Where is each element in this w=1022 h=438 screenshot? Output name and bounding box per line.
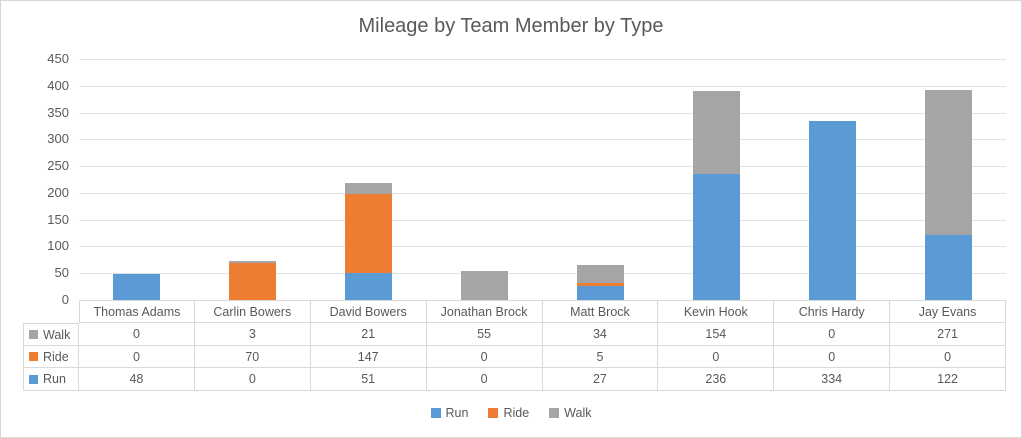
bar-segment-run-kevin-hook[interactable] bbox=[692, 173, 740, 300]
category-header-chris-hardy: Chris Hardy bbox=[774, 300, 891, 323]
row-label-run: Run bbox=[23, 368, 79, 391]
bar-segment-run-matt-brock[interactable] bbox=[576, 285, 624, 300]
bar-segment-run-jay-evans[interactable] bbox=[924, 234, 972, 300]
table-cell-ride-matt-brock: 5 bbox=[542, 346, 659, 368]
table-cell-walk-carlin-bowers: 3 bbox=[194, 323, 311, 346]
y-axis-tick-label: 150 bbox=[47, 211, 69, 227]
row-label-walk: Walk bbox=[23, 323, 79, 346]
table-cell-ride-jay-evans: 0 bbox=[890, 346, 1006, 368]
table-cell-walk-matt-brock: 34 bbox=[542, 323, 659, 346]
gridline-450 bbox=[79, 59, 1006, 60]
bar-segment-walk-matt-brock[interactable] bbox=[576, 264, 624, 283]
gridline-150 bbox=[79, 219, 1006, 221]
category-header-david-bowers: David Bowers bbox=[310, 300, 427, 323]
legend: Run Ride Walk bbox=[1, 406, 1021, 420]
category-header-jonathan-brock: Jonathan Brock bbox=[426, 300, 543, 323]
category-header-thomas-adams: Thomas Adams bbox=[79, 300, 195, 323]
category-header-kevin-hook: Kevin Hook bbox=[658, 300, 775, 323]
y-axis-tick-label: 50 bbox=[54, 265, 69, 281]
bar-segment-ride-carlin-bowers[interactable] bbox=[229, 262, 277, 300]
row-label-ride: Ride bbox=[23, 346, 79, 368]
gridline-200 bbox=[79, 192, 1006, 194]
gridline-400 bbox=[79, 85, 1006, 87]
table-cell-walk-david-bowers: 21 bbox=[310, 323, 427, 346]
category-header-jay-evans: Jay Evans bbox=[890, 300, 1006, 323]
table-cell-walk-jonathan-brock: 55 bbox=[426, 323, 543, 346]
legend-item-run[interactable]: Run bbox=[430, 406, 469, 420]
legend-walk-swatch-icon bbox=[549, 408, 560, 418]
plot-area bbox=[79, 59, 1006, 300]
legend-label: Ride bbox=[503, 406, 530, 420]
table-cell-walk-chris-hardy: 0 bbox=[774, 323, 891, 346]
table-cell-ride-carlin-bowers: 70 bbox=[194, 346, 311, 368]
table-cell-ride-jonathan-brock: 0 bbox=[426, 346, 543, 368]
bar-segment-ride-david-bowers[interactable] bbox=[345, 193, 393, 273]
y-axis-tick-label: 0 bbox=[61, 292, 69, 307]
legend-item-walk[interactable]: Walk bbox=[549, 406, 591, 420]
y-axis-tick-label: 300 bbox=[47, 131, 69, 147]
bar-segment-run-thomas-adams[interactable] bbox=[113, 274, 161, 300]
table-cell-ride-kevin-hook: 0 bbox=[658, 346, 775, 368]
table-cell-ride-david-bowers: 147 bbox=[310, 346, 427, 368]
bar-segment-walk-david-bowers[interactable] bbox=[345, 182, 393, 194]
y-axis-tick-label: 250 bbox=[47, 158, 69, 174]
legend-item-ride[interactable]: Ride bbox=[488, 406, 529, 420]
chart-title[interactable]: Mileage by Team Member by Type bbox=[358, 15, 664, 37]
y-axis-tick-label: 450 bbox=[47, 51, 69, 66]
table-cell-run-matt-brock: 27 bbox=[542, 368, 659, 391]
bar-segment-ride-matt-brock[interactable] bbox=[576, 282, 624, 286]
bar-segment-walk-jonathan-brock[interactable] bbox=[461, 270, 509, 300]
bar-segment-walk-jay-evans[interactable] bbox=[924, 89, 972, 235]
gridline-100 bbox=[79, 246, 1006, 248]
table-cell-ride-chris-hardy: 0 bbox=[774, 346, 891, 368]
table-cell-run-david-bowers: 51 bbox=[310, 368, 427, 391]
gridline-50 bbox=[79, 273, 1006, 275]
gridline-250 bbox=[79, 166, 1006, 168]
y-axis-tick-label: 350 bbox=[47, 104, 69, 120]
y-axis-tick-label: 100 bbox=[47, 238, 69, 254]
category-header-matt-brock: Matt Brock bbox=[542, 300, 659, 323]
bar-segment-walk-kevin-hook[interactable] bbox=[692, 91, 740, 174]
legend-label: Run bbox=[445, 406, 469, 420]
table-cell-walk-kevin-hook: 154 bbox=[658, 323, 775, 346]
gridline-350 bbox=[79, 112, 1006, 114]
data-table: Thomas Adams Carlin Bowers David Bowers Jon… bbox=[23, 300, 1006, 391]
ride-swatch-icon bbox=[29, 352, 38, 361]
table-cell-run-chris-hardy: 334 bbox=[774, 368, 891, 391]
table-cell-run-jay-evans: 122 bbox=[890, 368, 1006, 391]
category-header-carlin-bowers: Carlin Bowers bbox=[194, 300, 311, 323]
run-swatch-icon bbox=[29, 374, 38, 384]
legend-ride-swatch-icon bbox=[488, 408, 499, 418]
legend-run-swatch-icon bbox=[430, 408, 441, 418]
table-corner-cell bbox=[23, 300, 79, 323]
table-cell-run-kevin-hook: 236 bbox=[658, 368, 775, 391]
row-label-text: Walk bbox=[43, 327, 71, 342]
bar-segment-run-chris-hardy[interactable] bbox=[808, 121, 856, 300]
bar-segment-walk-carlin-bowers[interactable] bbox=[229, 260, 277, 263]
table-cell-run-carlin-bowers: 0 bbox=[194, 368, 311, 391]
legend-label: Walk bbox=[564, 406, 592, 420]
y-axis-tick-label: 200 bbox=[47, 184, 69, 200]
walk-swatch-icon bbox=[29, 330, 38, 339]
row-label-text: Ride bbox=[43, 349, 69, 364]
gridline-300 bbox=[79, 139, 1006, 141]
y-axis-tick-label: 400 bbox=[47, 77, 69, 93]
table-cell-ride-thomas-adams: 0 bbox=[79, 346, 195, 368]
row-label-text: Run bbox=[43, 372, 66, 386]
table-cell-walk-jay-evans: 271 bbox=[890, 323, 1006, 346]
table-cell-walk-thomas-adams: 0 bbox=[79, 323, 195, 346]
table-cell-run-jonathan-brock: 0 bbox=[426, 368, 543, 391]
bar-segment-run-david-bowers[interactable] bbox=[345, 272, 393, 300]
table-cell-run-thomas-adams: 48 bbox=[79, 368, 195, 391]
